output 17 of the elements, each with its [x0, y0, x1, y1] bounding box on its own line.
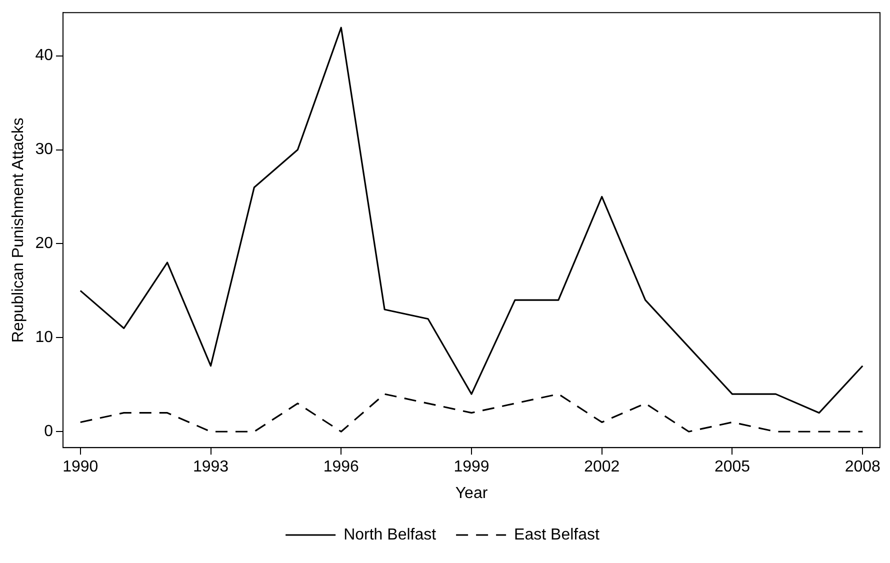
legend-label: North Belfast — [344, 526, 437, 544]
y-tick-label: 0 — [44, 423, 54, 440]
x-tick-label: 2005 — [714, 458, 750, 476]
y-axis-title: Republican Punishment Attacks — [10, 118, 28, 343]
line-series — [80, 393, 864, 432]
y-tick-label: 40 — [35, 47, 54, 64]
x-axis-title: Year — [455, 484, 488, 502]
x-tick-label: 2002 — [584, 458, 620, 476]
x-tick-label: 1999 — [454, 458, 490, 476]
y-tick-label: 10 — [35, 329, 54, 346]
legend-label: East Belfast — [514, 526, 600, 544]
y-tick-label: 20 — [35, 235, 54, 252]
x-tick-label: 2008 — [844, 458, 881, 476]
x-tick-label: 1993 — [192, 458, 229, 476]
x-tick-label: 1996 — [323, 458, 360, 476]
y-tick-label: 30 — [35, 141, 54, 158]
x-tick-label: 1990 — [62, 458, 98, 476]
